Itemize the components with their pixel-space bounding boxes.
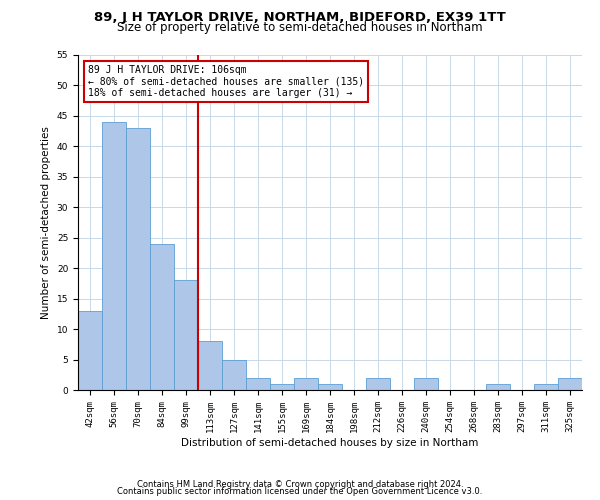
Bar	[270, 384, 294, 390]
Bar	[150, 244, 174, 390]
Bar	[414, 378, 438, 390]
Bar	[366, 378, 390, 390]
Bar	[102, 122, 126, 390]
Bar	[198, 342, 222, 390]
Text: Size of property relative to semi-detached houses in Northam: Size of property relative to semi-detach…	[117, 22, 483, 35]
Bar	[246, 378, 270, 390]
Text: 89 J H TAYLOR DRIVE: 106sqm
← 80% of semi-detached houses are smaller (135)
18% : 89 J H TAYLOR DRIVE: 106sqm ← 80% of sem…	[88, 65, 364, 98]
Bar	[486, 384, 510, 390]
Bar	[294, 378, 318, 390]
Bar	[534, 384, 558, 390]
Text: Contains public sector information licensed under the Open Government Licence v3: Contains public sector information licen…	[118, 487, 482, 496]
Bar	[126, 128, 150, 390]
Bar	[222, 360, 246, 390]
Bar	[174, 280, 198, 390]
Bar	[78, 311, 102, 390]
X-axis label: Distribution of semi-detached houses by size in Northam: Distribution of semi-detached houses by …	[181, 438, 479, 448]
Text: Contains HM Land Registry data © Crown copyright and database right 2024.: Contains HM Land Registry data © Crown c…	[137, 480, 463, 489]
Y-axis label: Number of semi-detached properties: Number of semi-detached properties	[41, 126, 51, 319]
Text: 89, J H TAYLOR DRIVE, NORTHAM, BIDEFORD, EX39 1TT: 89, J H TAYLOR DRIVE, NORTHAM, BIDEFORD,…	[94, 11, 506, 24]
Bar	[558, 378, 582, 390]
Bar	[318, 384, 342, 390]
